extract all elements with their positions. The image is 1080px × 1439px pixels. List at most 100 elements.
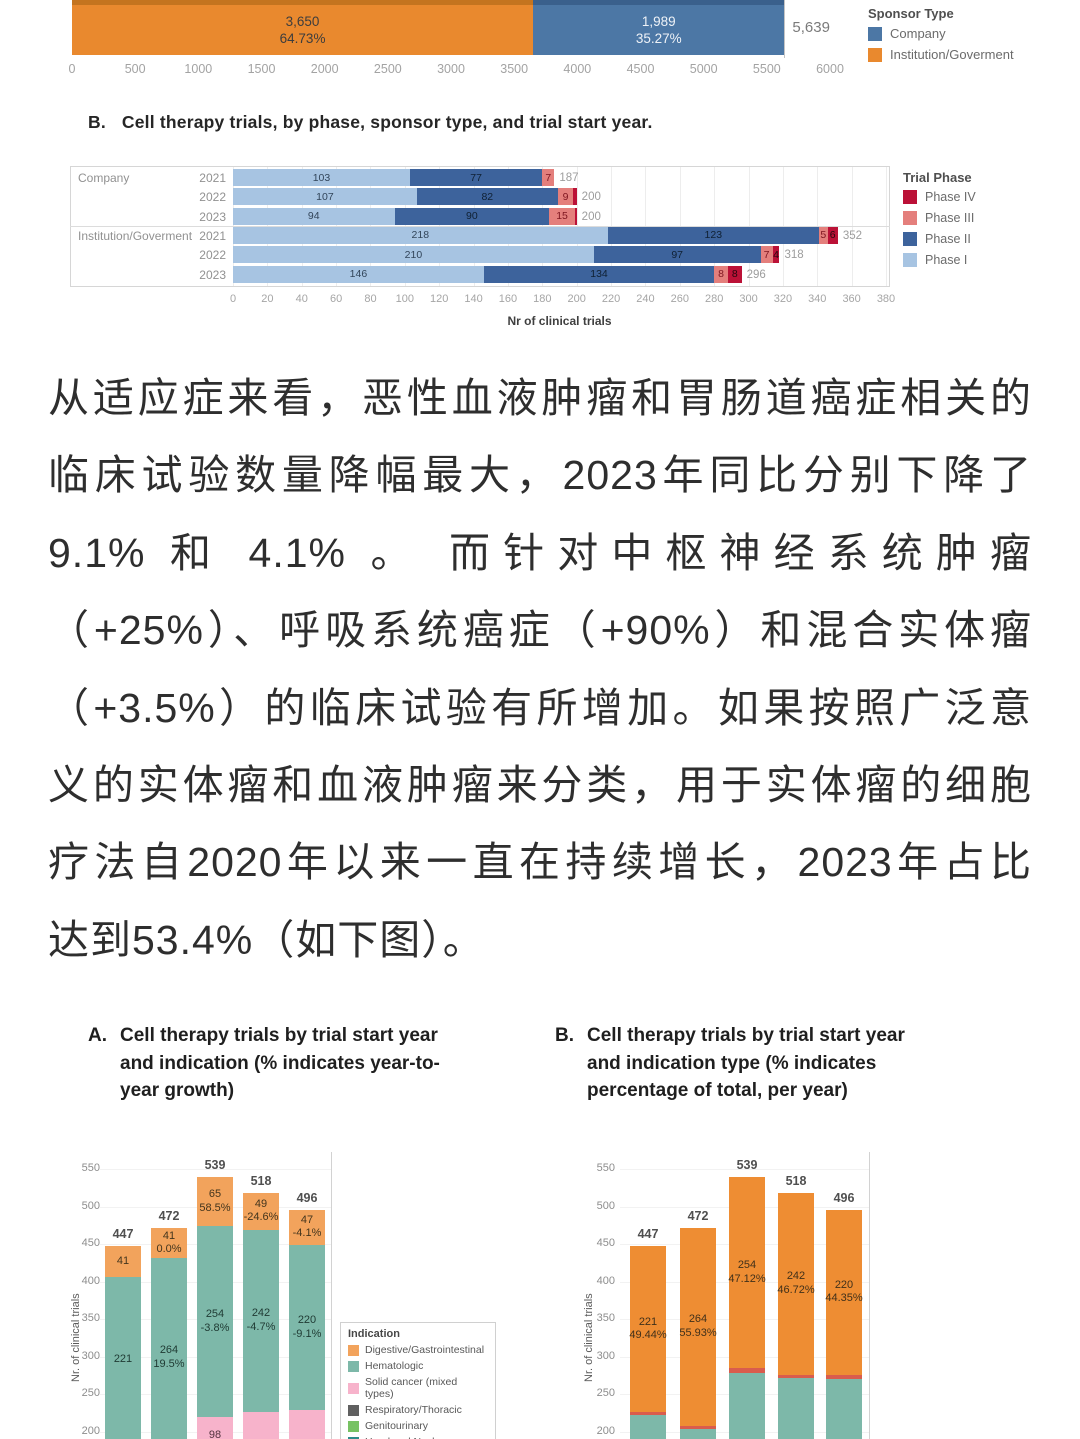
bar-total-label: 496 [833,1190,855,1205]
legend-item-head-and-neck: Head and Neck [348,1436,488,1439]
row-total-label: 200 [581,191,601,204]
x-tick-label: 380 [876,293,896,305]
row-year-label: 2022 [199,248,226,263]
segment-pct-label: 35.27% [635,31,682,46]
paragraph-line: 义的实体瘤和血液肿瘤来分类，用于实体瘤的细胞 [48,761,1032,808]
segment-label-line: 264 [159,1344,179,1357]
x-tick-label: 260 [670,293,689,305]
x-tick-label: 1500 [247,62,276,76]
legend-label: Hematologic [365,1360,424,1372]
segment-label-line: 221 [113,1353,133,1366]
segment-label-line: 220 [297,1314,317,1327]
legend-item-phase4: Phase IV [903,190,976,204]
bar-segment [729,1373,765,1439]
row-year-label: 2021 [199,171,226,185]
x-tick-label: 240 [636,293,655,305]
trial-phase-legend-title: Trial Phase [903,170,972,185]
y-gridline [100,1169,331,1170]
bar-total-label: 447 [112,1227,134,1242]
x-tick-label: 500 [124,62,146,76]
legend-label: Digestive/Gastrointestinal [365,1344,485,1356]
x-tick-label: 4000 [563,62,592,76]
company-swatch-icon [868,26,882,41]
bar-segment: 254 47.12% [728,1177,766,1369]
phase-bar-segment: 123 [607,226,819,244]
bar-segment [289,1410,325,1439]
sponsor-legend: Sponsor Type Company Institution/Goverme… [868,6,1014,68]
group-separator [70,225,890,227]
respiratory-swatch-icon [348,1404,359,1416]
x-tick-label: 320 [773,293,793,305]
paragraph-line: 达到53.4%（如下图）。 [48,916,485,963]
phase-bar-segment: 97 [593,246,761,264]
segment-label-line: 41 [162,1229,176,1242]
chart-b-title: B. Cell therapy trials by trial start ye… [555,1022,955,1105]
figure-b-heading: B. Cell therapy trials, by phase, sponso… [88,112,653,133]
phase2-swatch-icon [903,232,917,246]
y-tick-label: 550 [81,1162,100,1174]
sponsor-bar-segment: 3,650 64.73% [72,5,534,55]
genitourinary-swatch-icon [348,1420,359,1432]
bar-segment: 242 -4.7% [243,1229,279,1412]
bar-total-label: 472 [687,1208,709,1223]
segment-label-line: 65 [208,1188,222,1201]
bar-segment: 220 44.35% [825,1209,863,1375]
paragraph-line: 临床试验数量降幅最大，2023年同比分别下降了 [48,452,1032,499]
segment-label-line: 46.72% [777,1283,815,1296]
bar-segment [243,1411,279,1439]
x-tick-label: 5500 [752,62,781,76]
legend-label: Phase I [925,253,968,267]
x-axis-title: Nr of clinical trials [507,314,612,328]
legend-label: Head and Neck [365,1436,437,1439]
plot-right-border [869,1152,870,1439]
legend-label: Genitourinary [365,1420,429,1432]
x-tick-label: 2500 [373,62,402,76]
bar-segment: 98 [197,1416,233,1439]
total-label: 5,639 [792,19,830,36]
sponsor-legend-title: Sponsor Type [868,6,954,21]
phase4-swatch-icon [903,190,917,204]
head-and-neck-swatch-icon [348,1436,359,1439]
segment-label-line: -9.1% [292,1327,322,1340]
phase-bar-segment: 107 [233,188,417,206]
legend-label: Respiratory/Thoracic [365,1404,462,1416]
phase-bar-segment: 134 [483,265,715,283]
legend-item-phase2: Phase II [903,232,976,246]
bar-segment: 41 0.0% [151,1227,187,1259]
y-tick-label: 200 [596,1425,615,1437]
y-tick-label: 350 [81,1312,100,1325]
phase-bar-segment: 103 [233,169,410,186]
x-tick-label: 340 [808,293,827,305]
paragraph-line: 从适应症来看，恶性血液肿瘤和胃肠道癌症相关的 [48,375,1032,421]
x-tick-label: 6000 [816,62,844,76]
legend-label: Solid cancer (mixed types) [365,1376,458,1400]
bar-total-label: 518 [785,1174,807,1189]
row-year-label: 2021 [199,228,226,243]
segment-label-line: 49.44% [629,1329,667,1342]
bar-segment: 221 [105,1277,141,1439]
y-tick-label: 500 [81,1199,100,1212]
bar-segment: 65 58.5% [197,1177,233,1227]
bar-segment: 41 [105,1246,141,1278]
y-tick-label: 450 [81,1237,100,1250]
chart-b-title-line: and indication type (% indicates [587,1052,877,1074]
bar-segment: 264 55.93% [679,1227,717,1426]
phase-bar-segment: 210 [233,246,594,264]
bar-total-label: 472 [158,1208,180,1223]
x-tick-label: 40 [295,293,308,305]
bar-segment: 47 -4.1% [289,1209,325,1245]
segment-label-line: -4.1% [292,1227,322,1240]
bar-segment: 242 46.72% [777,1193,815,1375]
y-tick-label: 250 [596,1387,615,1400]
x-tick-label: 4500 [626,62,655,76]
phase-bar-segment: 8 [727,265,742,283]
chart-b-title-line: Cell therapy trials by trial start year [587,1025,905,1046]
row-total-label: 318 [784,249,804,262]
x-tick-label: 220 [601,293,621,305]
x-tick-label: 5000 [689,62,718,76]
bar-segment [826,1378,862,1439]
x-tick-label: 2000 [310,62,339,76]
